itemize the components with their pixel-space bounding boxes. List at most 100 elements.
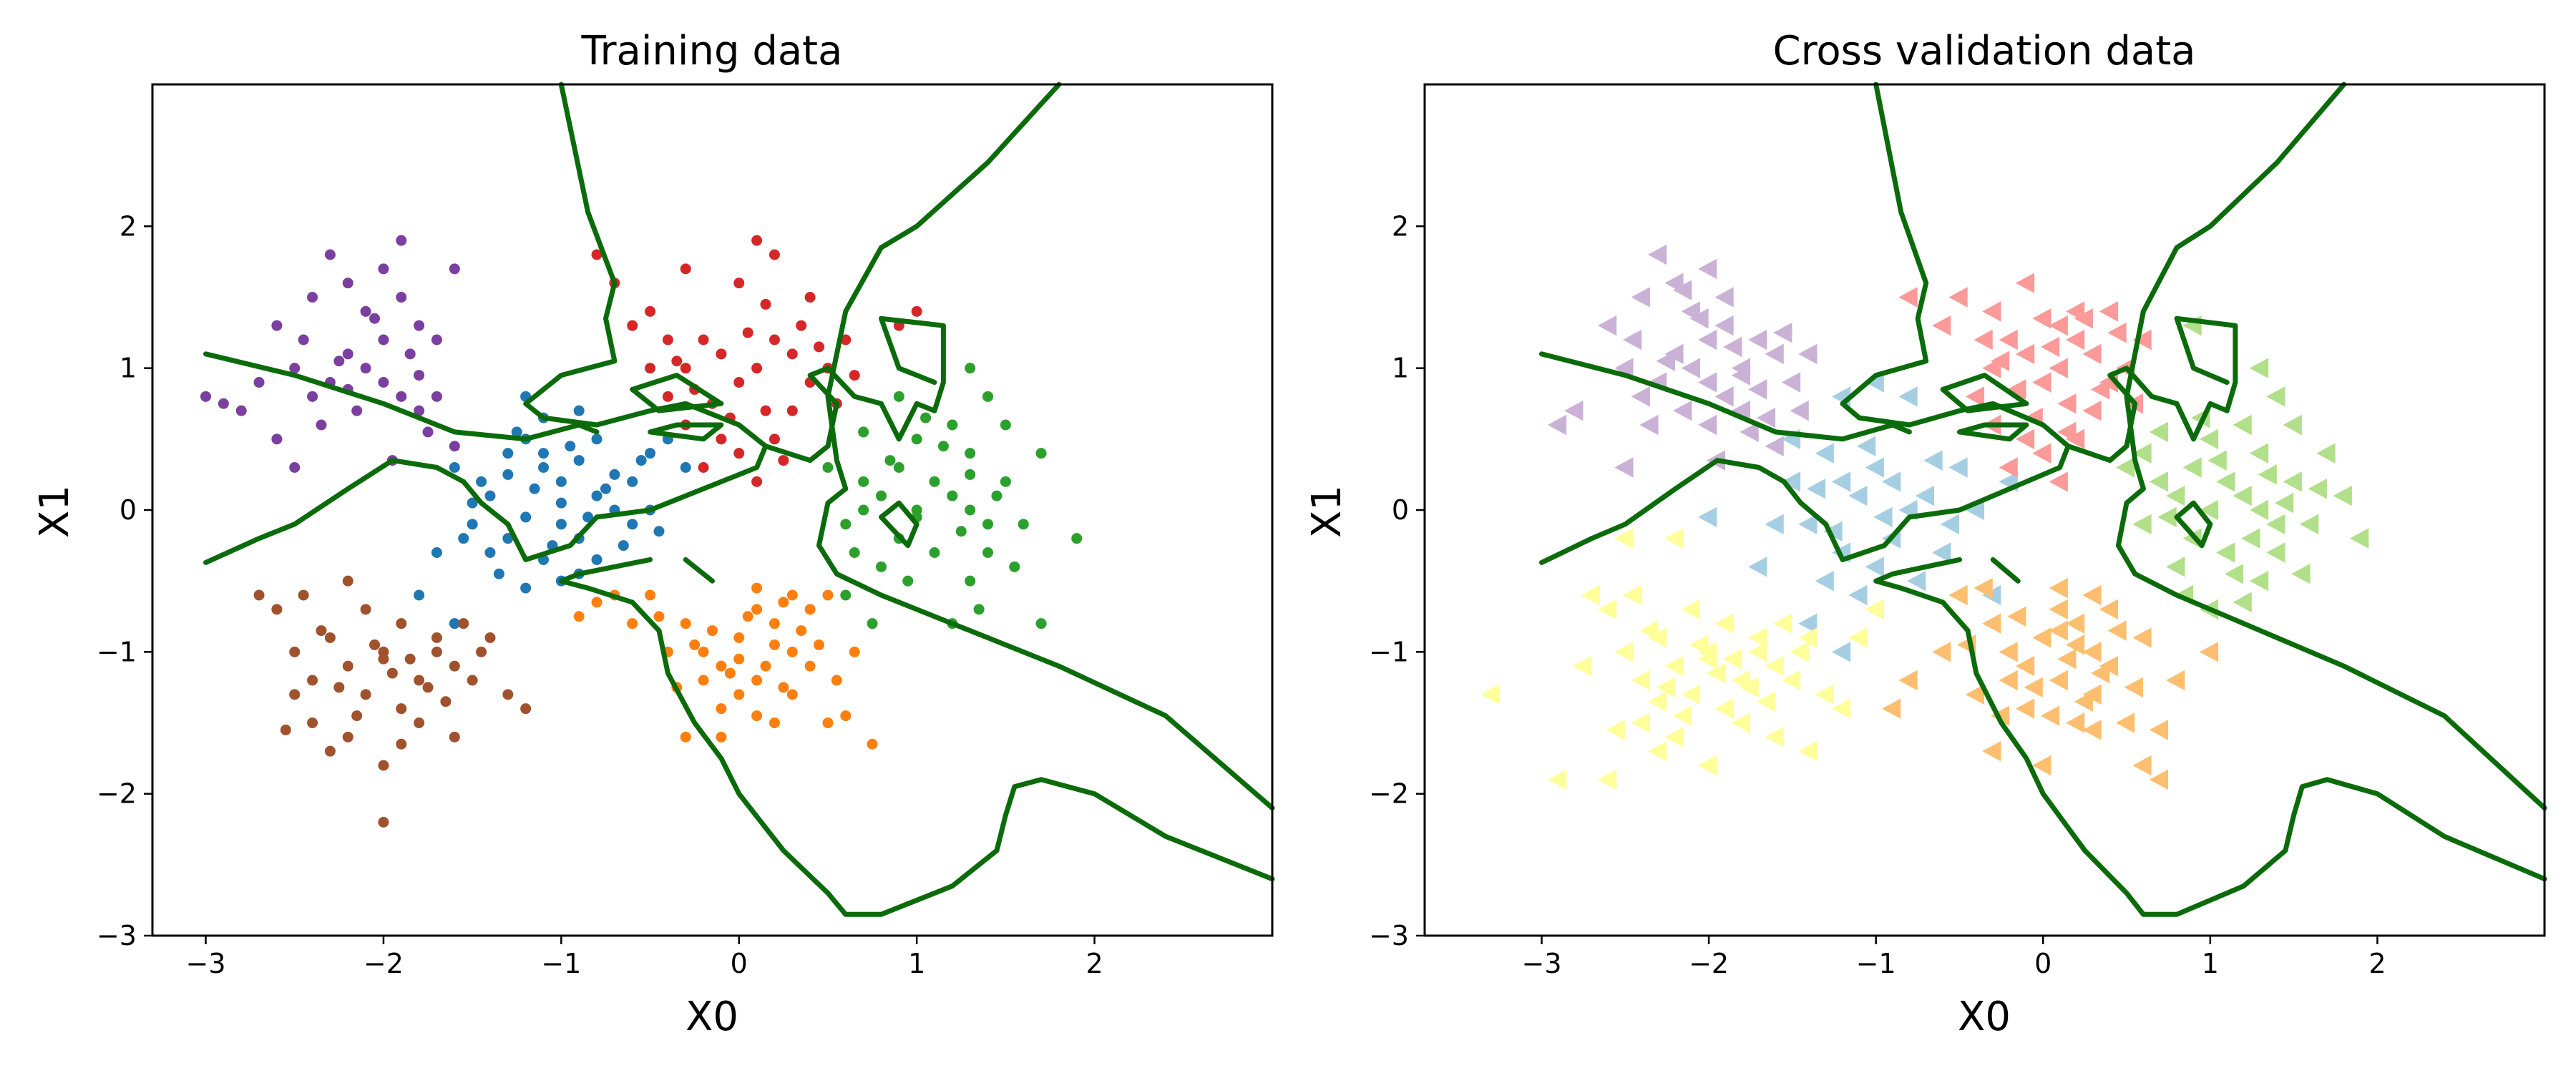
left-data-point-series-0 <box>591 490 602 501</box>
right-data-point-series-4 <box>1631 386 1650 407</box>
left-data-point-series-1 <box>680 731 691 743</box>
right-data-point-series-1 <box>2032 627 2051 648</box>
left-data-point-series-1 <box>867 738 878 750</box>
right-data-point-series-4 <box>1698 258 1717 280</box>
right-data-point-series-4 <box>1731 365 1751 386</box>
left-y-tick-label: −3 <box>97 920 137 951</box>
left-data-point-series-0 <box>467 519 478 530</box>
left-boundary-curve-6 <box>648 422 724 442</box>
right-data-point-series-2 <box>2216 471 2235 492</box>
left-data-point-series-2 <box>840 589 852 601</box>
left-data-point-series-2 <box>858 426 869 438</box>
left-data-point-series-5 <box>476 646 487 657</box>
right-data-point-series-2 <box>2116 457 2135 478</box>
left-data-point-series-0 <box>653 526 665 537</box>
left-data-point-series-3 <box>671 356 683 367</box>
left-data-point-series-4 <box>414 320 425 331</box>
left-data-point-series-1 <box>751 582 763 594</box>
right-data-point-series-2 <box>2149 471 2169 492</box>
right-data-point-series-0 <box>1882 471 1901 492</box>
left-data-point-series-1 <box>724 667 736 679</box>
left-data-point-series-1 <box>680 618 691 629</box>
left-data-point-series-4 <box>333 356 345 367</box>
right-data-point-series-3 <box>2074 308 2093 329</box>
left-data-point-series-5 <box>307 675 318 686</box>
left-data-point-series-3 <box>627 320 638 331</box>
right-data-point-series-0 <box>1932 542 1951 563</box>
left-data-point-series-0 <box>591 554 602 565</box>
left-data-point-series-1 <box>769 717 780 728</box>
right-data-point-series-1 <box>2015 698 2035 719</box>
right-data-point-series-0 <box>1798 613 1818 634</box>
right-data-point-series-2 <box>2266 542 2285 563</box>
left-data-point-series-1 <box>760 660 771 672</box>
right-x-tick-label: 1 <box>2202 948 2219 979</box>
right-data-point-series-0 <box>1831 642 1851 662</box>
left-data-point-series-3 <box>760 405 771 416</box>
left-y-tick-label: −1 <box>97 636 137 667</box>
left-data-point-series-5 <box>360 604 371 615</box>
right-data-point-series-0 <box>1865 557 1884 577</box>
right-data-point-series-5 <box>1648 740 1667 762</box>
left-data-point-series-3 <box>680 363 691 374</box>
right-data-point-series-0 <box>1748 557 1767 577</box>
right-data-point-series-1 <box>2024 677 2043 698</box>
left-data-point-series-2 <box>1009 561 1020 572</box>
left-data-point-series-4 <box>360 363 371 374</box>
right-data-point-series-5 <box>1547 769 1567 790</box>
right-data-point-series-4 <box>1673 400 1692 421</box>
left-data-point-series-0 <box>565 441 576 452</box>
left-data-point-series-0 <box>555 519 567 530</box>
left-data-point-series-5 <box>431 646 442 657</box>
right-data-point-series-1 <box>1948 584 1968 606</box>
left-data-point-series-0 <box>502 448 514 459</box>
left-data-point-series-1 <box>751 675 763 686</box>
right-data-point-series-4 <box>1547 414 1567 436</box>
right-data-point-series-5 <box>1698 755 1717 776</box>
left-data-point-series-0 <box>555 476 567 487</box>
left-data-point-series-3 <box>645 305 656 317</box>
left-data-point-series-2 <box>849 547 860 558</box>
right-data-point-series-4 <box>1731 400 1751 421</box>
right-data-point-series-1 <box>2074 691 2093 712</box>
right-data-point-series-1 <box>1965 684 1985 705</box>
left-data-point-series-2 <box>965 448 976 459</box>
left-data-point-series-5 <box>360 689 371 700</box>
right-data-point-series-1 <box>1999 670 2018 691</box>
left-data-point-series-3 <box>591 249 602 260</box>
left-data-point-series-4 <box>431 334 442 346</box>
right-data-point-series-2 <box>2199 499 2219 521</box>
right-data-point-series-5 <box>1798 740 1818 762</box>
left-data-point-series-5 <box>289 646 301 657</box>
left-x-tick-label: −2 <box>364 948 404 979</box>
left-data-point-series-1 <box>831 675 842 686</box>
left-data-point-series-1 <box>653 611 665 622</box>
left-y-tick-label: 2 <box>119 210 137 242</box>
right-data-point-series-4 <box>1714 287 1734 308</box>
left-data-point-series-5 <box>449 660 460 672</box>
left-data-point-series-4 <box>271 433 283 445</box>
right-data-point-series-0 <box>1848 584 1868 606</box>
left-data-point-series-1 <box>769 618 780 629</box>
left-data-point-series-2 <box>955 526 967 537</box>
left-data-point-series-4 <box>342 348 353 360</box>
left-data-point-series-1 <box>786 689 798 700</box>
right-data-point-series-0 <box>1798 514 1818 535</box>
left-data-point-series-3 <box>769 249 780 260</box>
left-data-point-series-3 <box>796 320 807 331</box>
left-data-point-series-5 <box>467 675 478 686</box>
left-y-tick-label: −2 <box>97 778 137 810</box>
right-y-tick-label: 2 <box>1392 210 1409 242</box>
left-data-point-series-0 <box>431 547 442 558</box>
right-data-point-series-5 <box>1723 649 1742 670</box>
left-data-point-series-1 <box>786 646 798 657</box>
left-data-point-series-5 <box>307 717 318 728</box>
left-data-point-series-2 <box>858 504 869 516</box>
right-x-tick-label: 2 <box>2368 948 2386 979</box>
left-data-point-series-4 <box>449 441 460 452</box>
right-data-point-series-5 <box>1581 584 1600 606</box>
right-data-point-series-5 <box>1631 670 1650 691</box>
left-data-point-series-2 <box>1071 533 1083 544</box>
right-data-point-series-0 <box>1940 514 1960 535</box>
right-data-point-series-1 <box>2065 635 2085 655</box>
